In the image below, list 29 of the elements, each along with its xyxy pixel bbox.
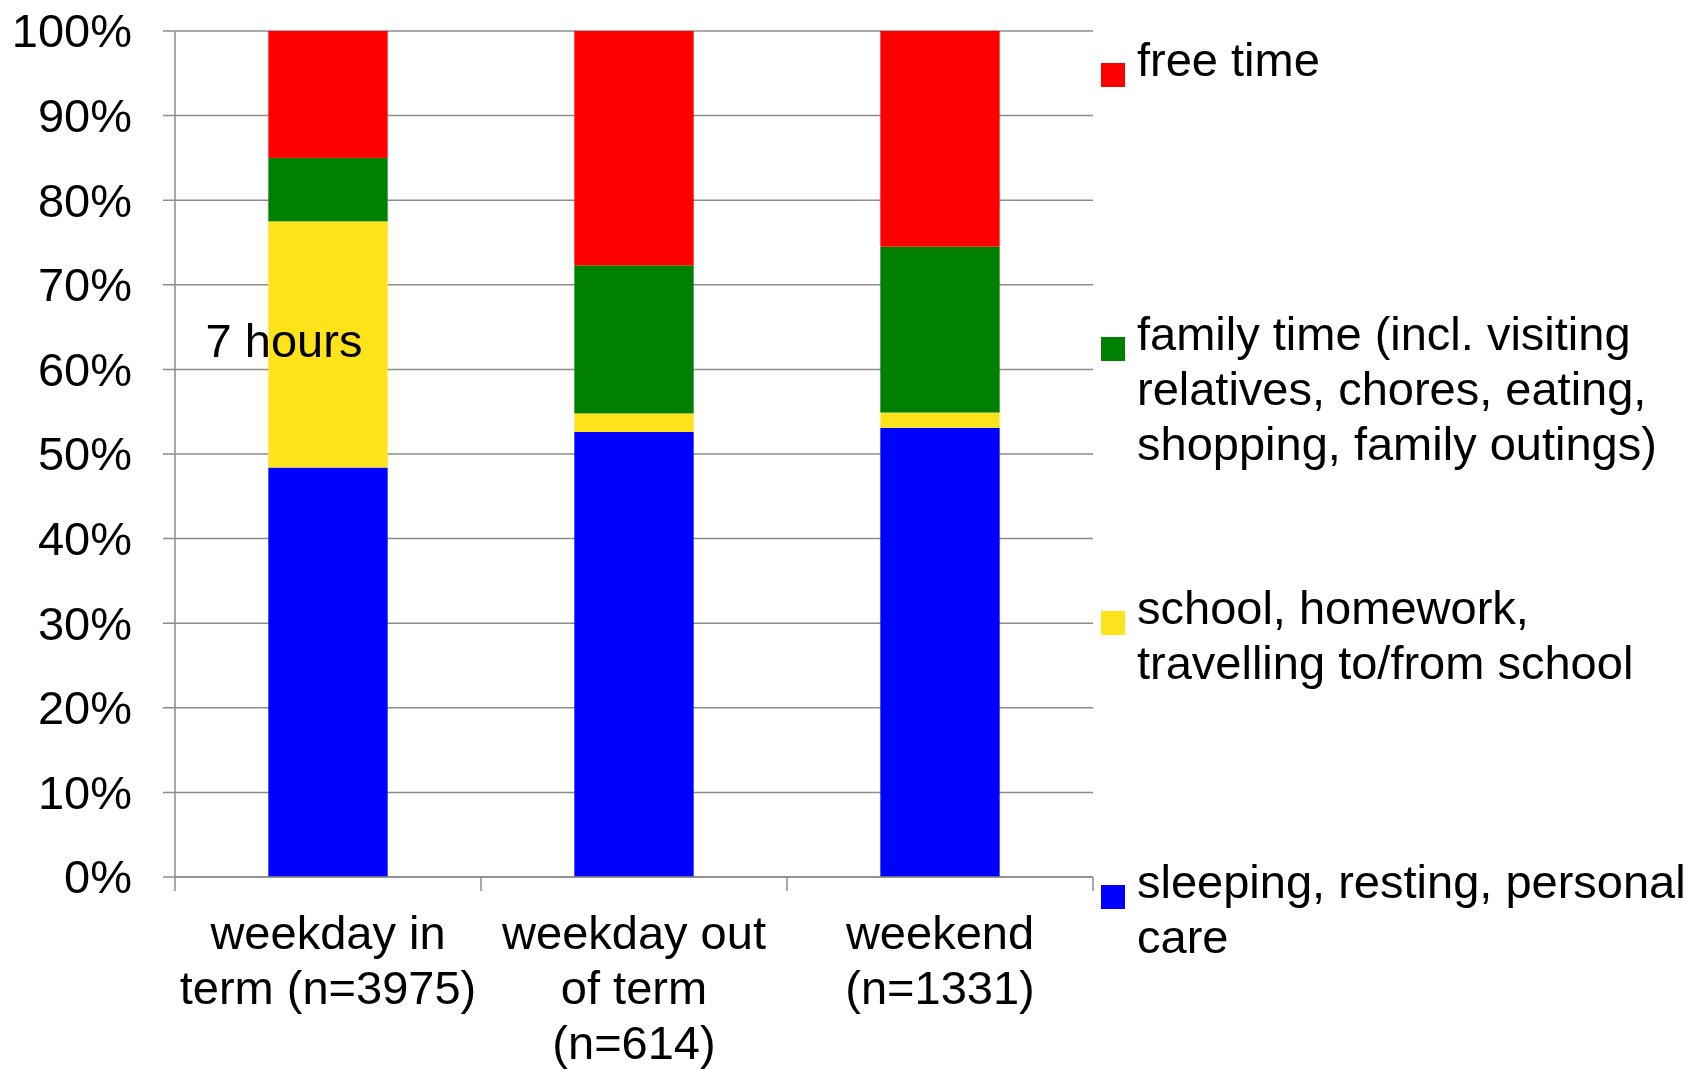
x-tick-label: weekday in term (n=3975): [179, 906, 477, 1014]
y-tick-label: 10%: [37, 765, 132, 819]
legend-label: free time: [1137, 33, 1320, 86]
bar: [574, 265, 694, 414]
y-tick-label: 90%: [37, 89, 132, 143]
legend-label: sleeping, resting, personal care: [1137, 855, 1686, 963]
x-tick-label: weekday out of term (n=614): [501, 906, 766, 1069]
y-tick-label: 40%: [37, 512, 132, 566]
legend-label: family time (incl. visiting relatives, chores, eating, shopping, family outings): [1137, 307, 1657, 470]
y-tick-label: 60%: [37, 342, 132, 396]
y-tick-label: 30%: [37, 596, 132, 650]
bar: [268, 467, 388, 877]
y-tick-label: 50%: [37, 427, 132, 481]
y-tick-label: 100%: [11, 4, 132, 58]
x-tick-label: weekend (n=1331): [844, 906, 1035, 1014]
bar: [880, 412, 1000, 428]
bar: [574, 31, 694, 266]
bar: [574, 413, 694, 432]
bar: [880, 246, 1000, 413]
y-tick-label: 70%: [37, 258, 132, 312]
y-tick-label: 20%: [37, 681, 132, 735]
bar: [880, 427, 1000, 877]
bar: [880, 31, 1000, 247]
bar: [268, 157, 388, 222]
bar: [268, 31, 388, 158]
bar: [574, 432, 694, 877]
legend-label: school, homework, travelling to/from school: [1137, 581, 1634, 689]
y-tick-label: 80%: [37, 173, 132, 227]
y-tick-label: 0%: [64, 850, 132, 904]
